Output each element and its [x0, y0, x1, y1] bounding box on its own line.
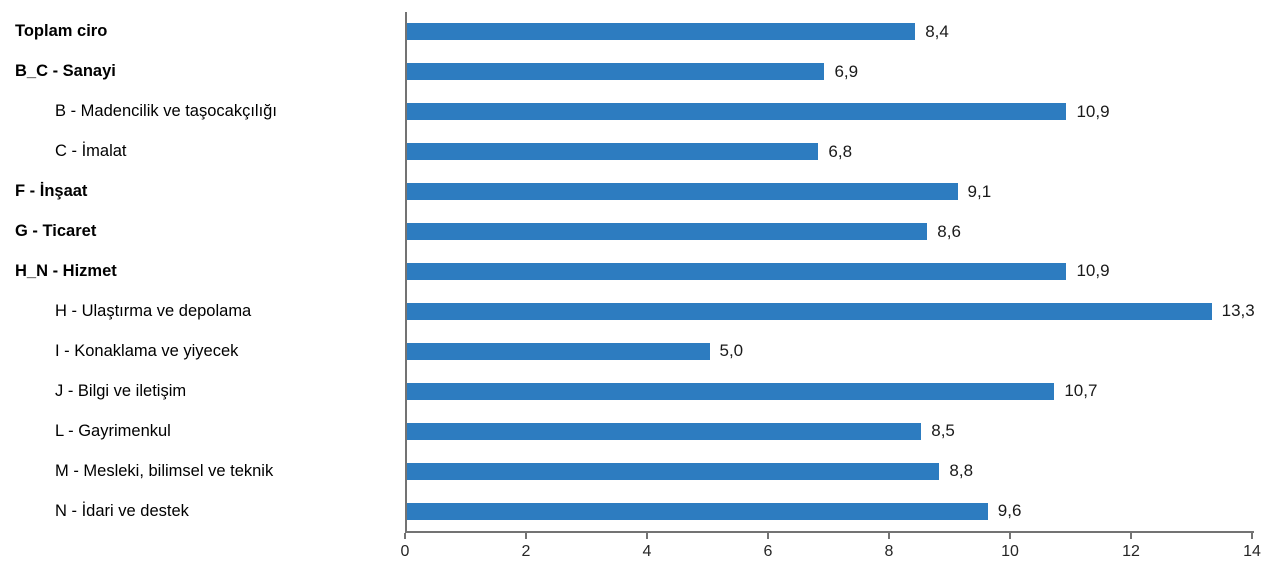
category-label: G - Ticaret: [15, 222, 97, 241]
x-tick-label: 10: [1001, 543, 1019, 560]
value-label: 6,8: [828, 141, 853, 161]
category-label: M - Mesleki, bilimsel ve teknik: [55, 461, 274, 480]
value-label: 5,0: [719, 341, 744, 361]
bar: [407, 262, 1067, 280]
x-tick-label: 14: [1243, 543, 1261, 560]
bar-row: 6,9: [407, 52, 1254, 92]
x-tick-label: 8: [884, 543, 894, 560]
bar-row: 8,8: [407, 451, 1254, 491]
x-tick-mark: [646, 533, 648, 539]
x-axis-ticks: 0 2 4 6 8 10 12 14: [401, 533, 1261, 578]
category-label: I - Konaklama ve yiyecek: [55, 341, 239, 360]
bar: [407, 462, 940, 480]
value-label: 8,8: [949, 461, 974, 481]
bar: [407, 63, 825, 81]
bar-row: 5,0: [407, 331, 1254, 371]
x-tick-label: 12: [1122, 543, 1140, 560]
x-tick-mark: [1251, 533, 1253, 539]
x-tick-mark: [525, 533, 527, 539]
x-tick-label: 2: [521, 543, 531, 560]
x-tick-label: 0: [400, 543, 410, 560]
category-label: J - Bilgi ve iletişim: [55, 381, 187, 400]
bar: [407, 342, 710, 360]
bar: [407, 23, 916, 41]
category-label: F - İnşaat: [15, 182, 88, 201]
category-label: Toplam ciro: [15, 22, 108, 41]
bar-row: 10,7: [407, 371, 1254, 411]
bar-row: 8,4: [407, 12, 1254, 52]
bar: [407, 422, 922, 440]
value-label: 9,1: [967, 181, 992, 201]
value-label: 10,9: [1076, 101, 1110, 121]
bar-row: 8,6: [407, 212, 1254, 252]
category-label: B_C - Sanayi: [15, 62, 116, 81]
category-label: H - Ulaştırma ve depolama: [55, 301, 252, 320]
x-tick-mark: [1130, 533, 1132, 539]
value-label: 10,9: [1076, 261, 1110, 281]
plot-area: 8,4 6,9 10,9 6,8 9,1 8,6 10,9 13,3 5,0 10,7 8,5 8,8…: [405, 12, 1255, 533]
bar-row: 13,3: [407, 291, 1255, 331]
bar: [407, 502, 988, 520]
category-labels: Toplam ciro B_C - Sanayi B - Madencilik ve…: [0, 12, 403, 531]
bar: [407, 103, 1067, 121]
bar: [407, 382, 1055, 400]
value-label: 10,7: [1064, 381, 1098, 401]
value-label: 8,6: [937, 221, 961, 241]
bar-row: 9,1: [407, 172, 1254, 212]
value-label: 8,5: [931, 421, 955, 441]
bar-row: 10,9: [407, 92, 1254, 132]
bar-row: 6,8: [407, 132, 1254, 172]
value-label: 8,4: [925, 21, 949, 41]
x-tick-label: 4: [642, 543, 652, 560]
bar-row: 9,6: [407, 491, 1254, 531]
x-tick-mark: [767, 533, 769, 539]
bar-row: 8,5: [407, 411, 1254, 451]
bar: [407, 183, 958, 201]
category-label: N - İdari ve destek: [55, 501, 189, 520]
category-label: B - Madencilik ve taşocakçılığı: [55, 102, 277, 121]
x-tick-mark: [1009, 533, 1011, 539]
x-tick-mark: [404, 533, 406, 539]
category-label: L - Gayrimenkul: [55, 421, 171, 440]
bar: [407, 223, 928, 241]
bar: [407, 143, 819, 161]
value-label: 6,9: [834, 61, 859, 81]
category-label: C - İmalat: [55, 142, 127, 161]
category-label: H_N - Hizmet: [15, 261, 117, 280]
bar-row: 10,9: [407, 252, 1254, 292]
bar: [407, 302, 1212, 320]
x-tick-mark: [888, 533, 890, 539]
value-label: 9,6: [997, 501, 1022, 521]
value-label: 13,3: [1221, 301, 1255, 321]
x-tick-label: 6: [763, 543, 773, 560]
